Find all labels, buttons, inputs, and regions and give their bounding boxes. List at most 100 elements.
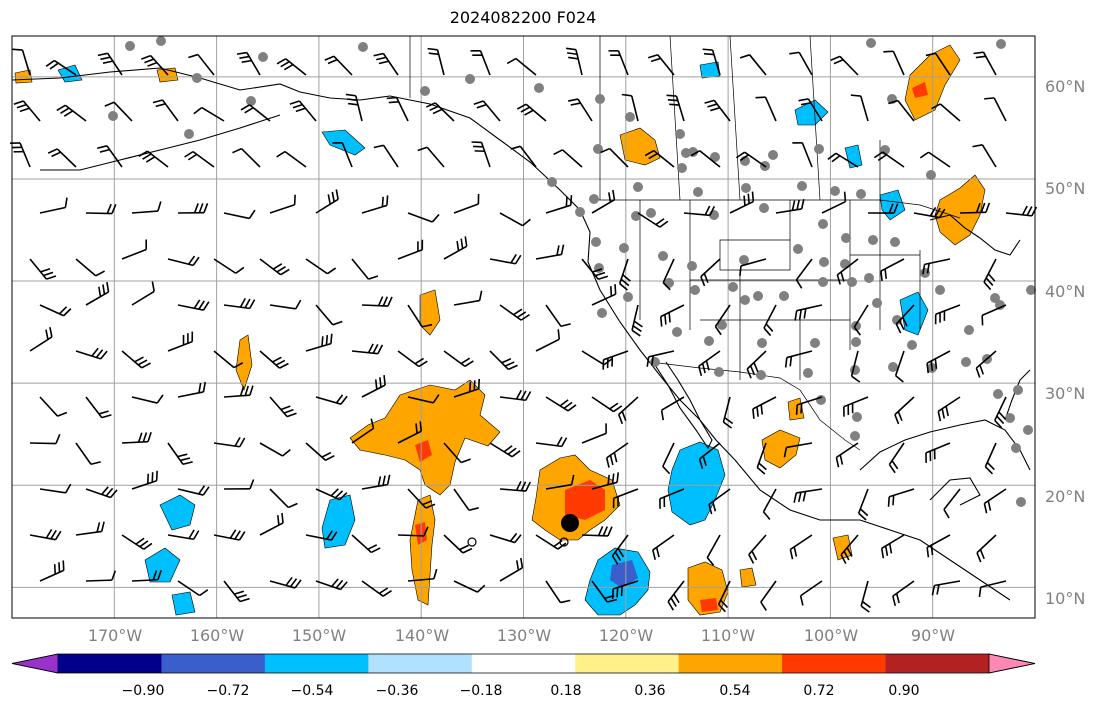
station-dot — [192, 73, 202, 83]
wind-barb — [853, 304, 869, 336]
wind-barb — [121, 350, 151, 369]
wind-barb — [269, 488, 298, 509]
wind-barb — [39, 197, 68, 214]
wind-barb — [553, 149, 583, 168]
positive-anomaly-canada-core — [912, 82, 928, 98]
wind-barb — [167, 442, 193, 466]
wind-barb — [236, 51, 261, 76]
wind-barb — [913, 206, 946, 219]
negative-anomaly-central-us — [899, 291, 929, 336]
wind-barb — [75, 258, 105, 277]
wind-barb — [443, 350, 474, 368]
wind-barb — [618, 258, 631, 291]
station-dot — [926, 170, 936, 180]
wind-barb — [739, 258, 767, 276]
lon-label-120w: 120°W — [598, 626, 654, 645]
positive-anomaly-east-pacific-core — [700, 598, 718, 612]
wind-barb — [735, 151, 767, 168]
wind-barb — [232, 147, 261, 168]
wind-barb — [131, 394, 164, 404]
station-dot — [358, 42, 368, 52]
station-dot — [852, 412, 862, 422]
us-canada-border — [590, 199, 961, 219]
station-dot — [993, 389, 1003, 399]
wind-barb — [223, 580, 250, 603]
wind-barb — [760, 580, 777, 611]
wind-barb — [397, 421, 422, 444]
station-dot — [866, 38, 876, 48]
wind-barb — [489, 442, 521, 458]
station-dot — [714, 367, 724, 377]
open-circle-marker-1 — [467, 537, 477, 547]
north-america-west-coast — [11, 67, 1011, 601]
lon-label-140w: 140°W — [394, 626, 450, 645]
station-dot — [675, 129, 685, 139]
station-dot — [625, 112, 635, 122]
lat-label-60: 60°N — [1045, 77, 1086, 96]
positive-anomaly-west-canada — [619, 127, 661, 166]
wind-barb — [499, 389, 532, 402]
wind-barb — [177, 299, 210, 311]
colorbar-tick-6: 0.18 — [550, 683, 582, 699]
negative-anomaly-west-pacific-1 — [159, 494, 196, 531]
station-dot — [184, 129, 194, 139]
station-dot — [818, 277, 828, 287]
station-dot — [872, 298, 882, 308]
wind-barb — [922, 258, 951, 275]
wind-barb — [85, 486, 118, 499]
wind-barb — [850, 94, 869, 122]
wind-barb — [453, 580, 486, 593]
station-dot — [633, 182, 643, 192]
wind-barb — [984, 97, 1007, 122]
wind-barb — [888, 442, 905, 474]
wind-barb — [931, 580, 961, 596]
wind-barb — [925, 442, 951, 463]
wind-barb — [836, 258, 859, 285]
wind-barb — [407, 394, 440, 404]
station-dot — [739, 255, 749, 265]
wind-barb — [925, 52, 951, 76]
wind-barb — [612, 488, 639, 509]
wind-barb — [499, 212, 531, 227]
wind-barb — [931, 103, 961, 122]
negative-anomaly-west-pacific-4 — [171, 591, 196, 616]
wind-barb — [167, 255, 200, 267]
wind-barb — [667, 580, 685, 611]
wind-barb — [443, 442, 471, 464]
wind-barb — [315, 394, 348, 405]
colorbar-extend-high — [988, 653, 1036, 674]
wind-barb — [568, 98, 593, 122]
station-dot — [710, 152, 720, 162]
positive-anomaly-core — [415, 440, 432, 462]
wind-barb — [223, 209, 256, 220]
wind-barb — [397, 526, 429, 537]
wind-barb — [269, 299, 302, 310]
wind-barb — [259, 512, 284, 536]
wind-barb — [795, 258, 813, 289]
wind-barb — [794, 304, 823, 321]
wind-barb — [397, 239, 424, 260]
wind-barb — [516, 103, 547, 122]
wind-barb — [121, 431, 152, 444]
wind-barb — [269, 194, 296, 214]
wind-barb — [755, 96, 777, 122]
wind-barb — [131, 201, 162, 214]
colorbar-bin — [575, 654, 680, 673]
wind-barb — [351, 534, 381, 554]
wind-barb — [47, 148, 77, 168]
wind-barb — [453, 290, 483, 306]
wind-barb — [213, 436, 246, 448]
wind-barb — [994, 396, 1007, 429]
wind-barb — [85, 570, 117, 582]
wind-barb — [397, 350, 428, 368]
station-dot — [534, 83, 544, 93]
station-dot — [1023, 425, 1033, 435]
wind-barb — [315, 304, 343, 326]
wind-barb — [213, 529, 246, 541]
lon-label-90w: 90°W — [910, 626, 956, 645]
station-dot — [757, 338, 767, 348]
station-dot — [840, 259, 850, 269]
wind-barb — [506, 57, 537, 76]
station-dot — [797, 181, 807, 191]
